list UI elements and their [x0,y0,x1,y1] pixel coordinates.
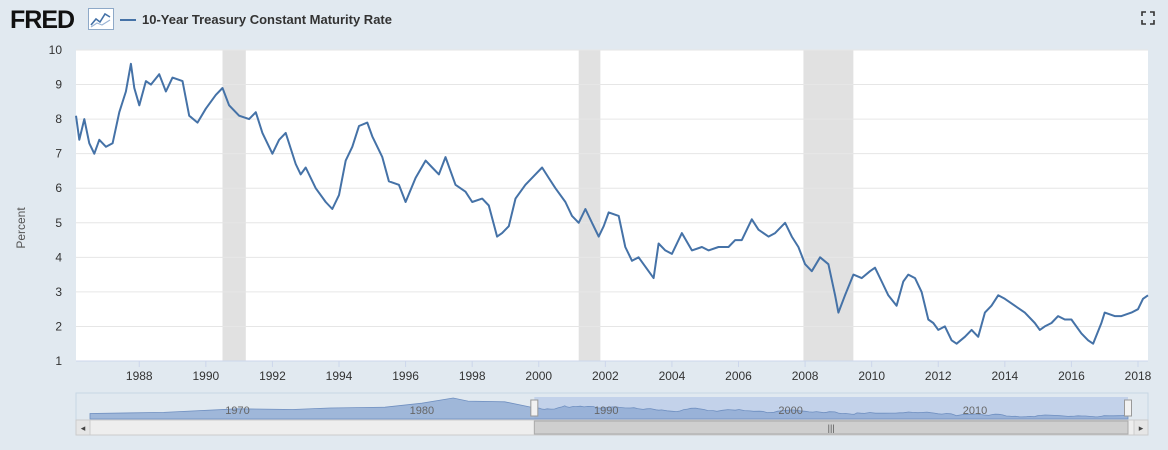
x-tick-label: 1994 [326,369,353,383]
x-tick-label: 2004 [659,369,686,383]
scrollbar-thumb[interactable] [533,420,1129,435]
y-tick-label: 1 [55,354,62,368]
x-tick-label: 1992 [259,369,286,383]
x-tick-label: 2016 [1058,369,1085,383]
recession-band-2 [803,50,854,361]
line-chart-icon [88,8,114,30]
x-tick-label: 1988 [126,369,153,383]
scroll-left-button[interactable] [75,419,91,436]
recession-bands [222,50,854,361]
recession-band-0 [222,50,246,361]
y-tick-label: 5 [55,216,62,230]
navigator-series-area [89,397,1129,420]
y-tick-label: 7 [55,147,62,161]
y-tick-label: 4 [55,250,62,264]
x-tick-label: 2008 [792,369,819,383]
x-tick-label: 2006 [725,369,752,383]
y-tick-label: 8 [55,112,62,126]
navigator-label: 2000 [778,405,802,417]
navigator-label: 1980 [410,405,434,417]
x-tick-label: 2014 [991,369,1018,383]
y-tick-label: 10 [49,43,63,57]
x-tick-label: 1990 [192,369,219,383]
plot-background [76,50,1148,361]
y-tick-label: 6 [55,181,62,195]
x-axis: 1988 1990 1992 1994 1996 1998 2000 2002 2004 2006… [76,360,1152,383]
x-tick-label: 2002 [592,369,619,383]
x-tick-label: 2018 [1125,369,1152,383]
grip-icon: ||| [828,423,835,433]
navigator[interactable]: 1970 1980 1990 2000 2010 ||| ◂ ▸ [75,392,1149,436]
legend-series-label: 10-Year Treasury Constant Maturity Rate [142,12,392,27]
left-arrow-icon: ◂ [81,424,86,434]
x-tick-label: 2000 [525,369,552,383]
y-tick-label: 9 [55,78,62,92]
scroll-right-button[interactable] [1133,419,1149,436]
navigator-label: 1970 [225,405,249,417]
y-axis-title: Percent [14,207,28,249]
fullscreen-icon[interactable] [1141,11,1155,25]
chart-area[interactable]: 1988 1990 1992 1994 1996 1998 2000 2002 2004 2006… [0,38,1168,450]
series-line-group [75,62,1149,345]
series-line[interactable] [75,62,1149,345]
navigator-handle-left[interactable] [530,399,539,417]
recession-band-1 [578,50,601,361]
x-tick-label: 1996 [392,369,419,383]
chart-header: FRED 10-Year Treasury Constant Maturity … [0,0,1168,42]
right-arrow-icon: ▸ [1139,424,1144,434]
navigator-label: 2010 [963,405,987,417]
navigator-label: 1990 [594,405,618,417]
x-tick-label: 1998 [459,369,486,383]
y-tick-label: 3 [55,285,62,299]
navigator-handle-right[interactable] [1124,399,1132,417]
fred-logo[interactable]: FRED [10,6,75,34]
x-tick-label: 2012 [925,369,952,383]
navigator-labels: 1970 1980 1990 2000 2010 [225,405,987,417]
y-axis: 1 2 3 4 5 6 7 8 9 10 [49,43,63,368]
legend-line-swatch [120,18,136,21]
x-tick-label: 2010 [858,369,885,383]
y-tick-label: 2 [55,319,62,333]
chart-legend[interactable]: 10-Year Treasury Constant Maturity Rate [120,12,392,27]
